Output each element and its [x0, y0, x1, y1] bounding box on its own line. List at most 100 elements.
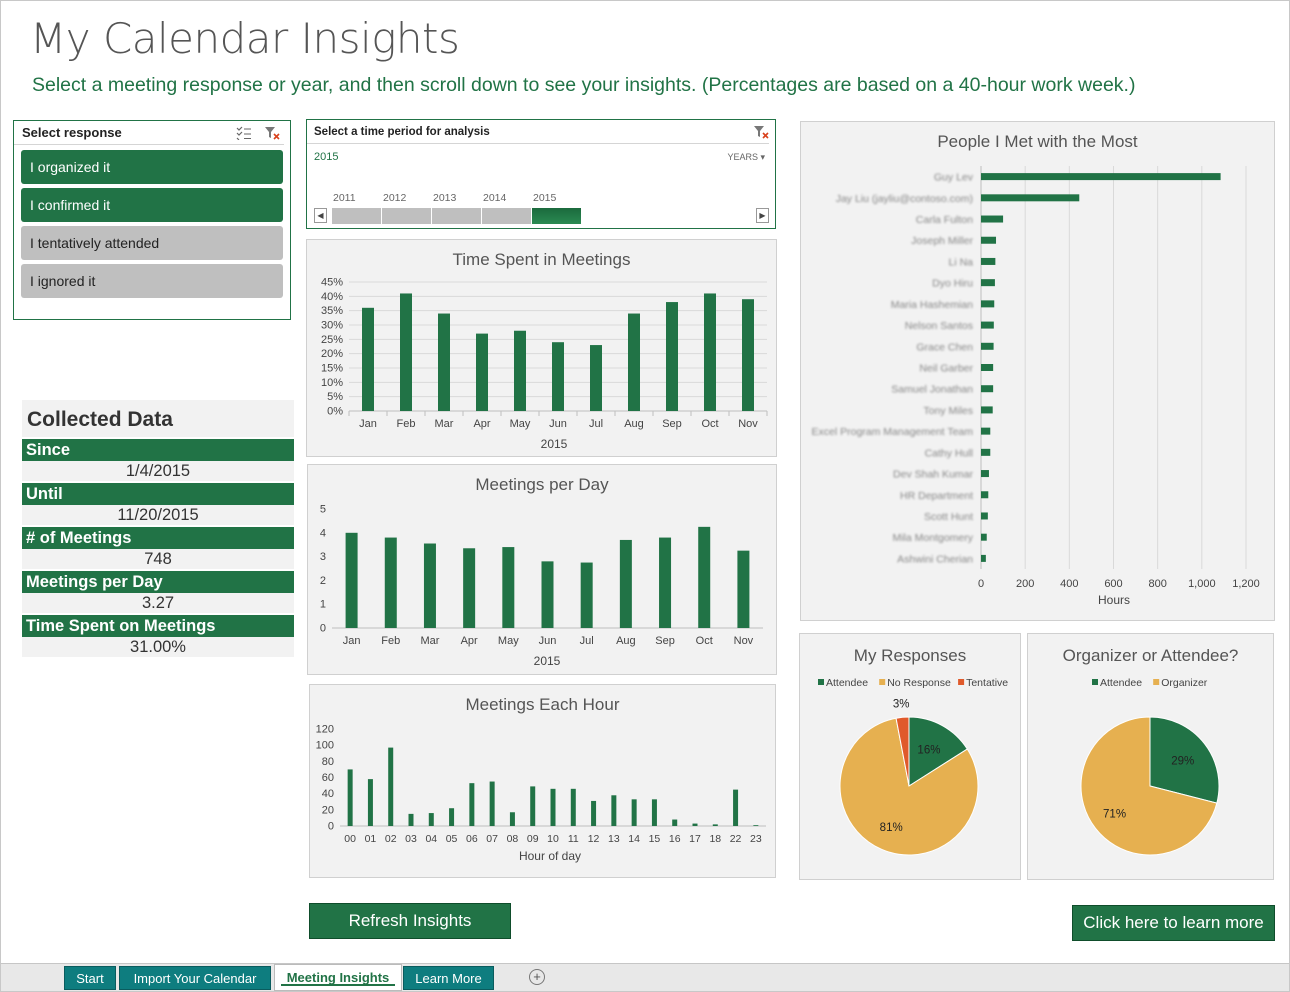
- x-tick-label: Oct: [701, 418, 718, 430]
- y-tick-label: Tony Miles: [923, 405, 973, 417]
- y-tick-label: Excel Program Management Team: [812, 426, 974, 438]
- collected-data-label: Until: [22, 483, 294, 505]
- bar: [981, 491, 989, 499]
- refresh-insights-button[interactable]: Refresh Insights: [309, 903, 511, 939]
- bar: [981, 300, 995, 308]
- y-tick-label: Dyo Hiru: [932, 278, 973, 290]
- bar: [704, 293, 716, 411]
- page-subtitle: Select a meeting response or year, and t…: [32, 74, 1136, 96]
- bar: [388, 747, 394, 826]
- bar: [590, 345, 602, 411]
- clear-filter-icon[interactable]: [753, 125, 769, 139]
- timeline-year-label[interactable]: 2012: [383, 192, 407, 204]
- bar: [400, 293, 412, 411]
- sheet-tab-bar: Start Import Your Calendar Meeting Insight…: [1, 963, 1289, 991]
- x-tick-label: Sep: [662, 418, 682, 430]
- y-tick-label: HR Department: [900, 490, 973, 502]
- bar: [981, 470, 989, 478]
- multi-select-icon[interactable]: [236, 126, 252, 140]
- x-tick-label: 17: [689, 833, 701, 845]
- collected-data-value: 3.27: [22, 593, 294, 613]
- y-tick-label: Guy Lev: [934, 172, 974, 184]
- bar: [981, 194, 1080, 202]
- y-tick-label: Li Na: [948, 256, 973, 268]
- bar: [611, 795, 617, 826]
- x-axis-title: 2015: [541, 437, 568, 451]
- x-tick-label: Feb: [381, 635, 400, 647]
- sheet-tab[interactable]: Meeting Insights: [274, 964, 402, 991]
- collected-data-value: 748: [22, 549, 294, 569]
- chart-title: My Responses: [853, 646, 967, 665]
- scroll-left-icon[interactable]: ◀: [314, 208, 327, 223]
- y-tick-label: Dev Shah Kumar: [893, 469, 973, 481]
- scroll-right-icon[interactable]: ▶: [756, 208, 769, 223]
- x-tick-label: 23: [750, 833, 762, 845]
- collected-data-label: Meetings per Day: [22, 571, 294, 593]
- legend-entry: Attendee: [826, 677, 868, 689]
- x-tick-label: 00: [344, 833, 356, 845]
- page-title: My Calendar Insights: [30, 14, 460, 63]
- timeline-range-label: 2015: [314, 151, 339, 163]
- timeline-year-bar[interactable]: [532, 208, 581, 224]
- x-axis-title: Hour of day: [519, 849, 581, 863]
- x-axis-title: 2015: [534, 654, 561, 668]
- slicer-item[interactable]: I confirmed it: [21, 188, 283, 222]
- bar: [659, 537, 672, 628]
- bar: [428, 813, 434, 826]
- y-tick-label: 100: [316, 740, 334, 752]
- x-tick-label: 07: [486, 833, 498, 845]
- add-sheet-icon[interactable]: +: [529, 969, 545, 985]
- x-tick-label: Aug: [616, 635, 636, 647]
- x-tick-label: 400: [1060, 578, 1078, 590]
- y-tick-label: 35%: [321, 305, 343, 317]
- collected-data-value: 31.00%: [22, 637, 294, 657]
- timeline-year-bar[interactable]: [382, 208, 431, 224]
- timeline-level-dropdown[interactable]: YEARS ▾: [727, 152, 765, 162]
- y-tick-label: Grace Chen: [916, 341, 973, 353]
- timeline-year-label[interactable]: 2014: [483, 192, 507, 204]
- legend-entry: Organizer: [1161, 677, 1208, 689]
- learn-more-button[interactable]: Click here to learn more: [1072, 905, 1275, 941]
- bar: [449, 808, 455, 826]
- bar: [384, 537, 397, 628]
- x-tick-label: Jun: [549, 418, 567, 430]
- sheet-tab[interactable]: Start: [64, 966, 116, 990]
- y-tick-label: Scott Hunt: [924, 511, 973, 523]
- clear-filter-icon[interactable]: [264, 126, 280, 140]
- bar: [981, 406, 993, 414]
- x-tick-label: 09: [527, 833, 539, 845]
- timeline-year-bar[interactable]: [482, 208, 531, 224]
- legend-entry: Attendee: [1100, 677, 1142, 689]
- y-tick-label: 15%: [321, 363, 343, 375]
- timeline-year-label[interactable]: 2013: [433, 192, 457, 204]
- y-tick-label: Jay Liu (jayliu@contoso.com): [836, 193, 973, 205]
- slicer-item[interactable]: I tentatively attended: [21, 226, 283, 260]
- chart-title: Meetings Each Hour: [465, 695, 620, 714]
- sheet-tab[interactable]: Learn More: [403, 966, 494, 990]
- y-tick-label: 25%: [321, 334, 343, 346]
- x-tick-label: 04: [425, 833, 437, 845]
- data-label: 71%: [1103, 808, 1126, 820]
- slicer-item[interactable]: I ignored it: [21, 264, 283, 298]
- y-tick-label: Carla Fulton: [916, 214, 973, 226]
- timeline-year-bar[interactable]: [332, 208, 381, 224]
- y-tick-label: Maria Hashemian: [891, 299, 973, 311]
- meetings-each-hour-chart: Meetings Each Hour 0 20 40 60 80 100 120 00 01 02…: [309, 684, 776, 878]
- bar: [981, 385, 994, 393]
- timeline-year-bar[interactable]: [432, 208, 481, 224]
- bar: [981, 364, 994, 371]
- y-tick-label: 0%: [327, 406, 343, 418]
- timeline-year-label[interactable]: 2015: [533, 192, 557, 204]
- legend-swatch: [1092, 679, 1098, 685]
- timeline-title: Select a time period for analysis: [314, 125, 490, 138]
- sheet-tab[interactable]: Import Your Calendar: [119, 966, 271, 990]
- timeline-slicer: Select a time period for analysis 2015 Y…: [306, 119, 776, 229]
- timeline-year-label[interactable]: 2011: [333, 192, 356, 204]
- bar: [753, 825, 759, 826]
- x-tick-label: 08: [507, 833, 519, 845]
- slicer-item[interactable]: I organized it: [21, 150, 283, 184]
- x-tick-label: May: [510, 418, 531, 430]
- bar: [981, 279, 995, 287]
- bar: [550, 788, 556, 826]
- bar: [345, 532, 358, 628]
